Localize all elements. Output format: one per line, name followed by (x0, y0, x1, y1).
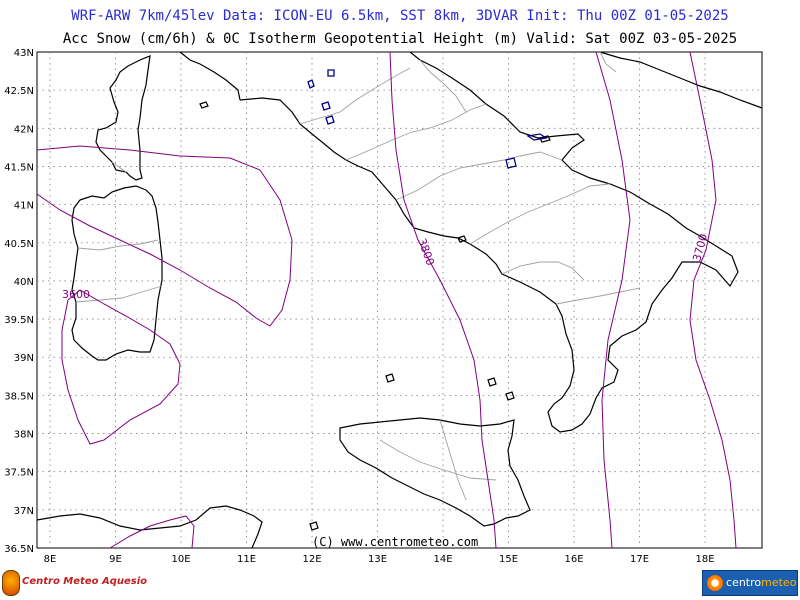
region-borders (75, 51, 641, 501)
centrometeo-logo-icon (707, 575, 723, 591)
lon-label: 18E (695, 554, 714, 565)
italy-west-coast (239, 51, 739, 433)
right-logo: centrometeo (702, 570, 798, 596)
centro-meteo-aquesio-logo-icon (2, 570, 20, 596)
ischia-island (457, 235, 467, 243)
left-logo-text: Centro Meteo Aquesio (22, 576, 147, 587)
contour-label-3700: 3700 (690, 232, 710, 262)
lon-label: 8E (44, 554, 57, 565)
isotherm-contour-north-sardinia (36, 145, 293, 327)
right-logo-text-b: meteo (761, 576, 797, 589)
lat-label: 40.5N (4, 239, 34, 250)
lat-label: 38.5N (4, 391, 34, 402)
lat-label: 41.5N (4, 162, 34, 173)
lon-label: 15E (499, 554, 518, 565)
lat-label: 42N (14, 124, 34, 135)
isotherm-contour-east-2 (689, 51, 737, 549)
contour-label-3800: 3800 (415, 237, 437, 268)
aeolian-island-1 (487, 377, 497, 387)
lon-label: 17E (630, 554, 649, 565)
title-field-info: Acc Snow (cm/6h) & 0C Isotherm Geopotent… (62, 31, 738, 47)
lat-label: 38N (14, 430, 34, 441)
coastlines (36, 51, 763, 549)
isotherm-contours (36, 51, 737, 549)
lat-label: 37N (14, 506, 34, 517)
corsica-coast (95, 55, 151, 181)
africa-coast (36, 505, 263, 549)
lon-label: 13E (368, 554, 387, 565)
lat-label: 39.5N (4, 315, 34, 326)
croatia-coast (599, 51, 763, 109)
title-model-info: WRF-ARW 7km/45lev Data: ICON-EU 6.5km, S… (71, 8, 729, 24)
lat-label: 43N (14, 48, 34, 59)
grid-lines (37, 52, 762, 548)
right-logo-text: centrometeo (726, 576, 796, 589)
lat-label: 37.5N (4, 468, 34, 479)
snow-patch-2 (325, 115, 335, 125)
snow-patch-4 (327, 69, 335, 77)
snow-patch-5 (505, 157, 517, 169)
plot-frame (36, 51, 763, 549)
isotherm-contour-east-1 (595, 51, 631, 549)
snow-patch-6 (526, 133, 548, 141)
lat-label: 42.5N (4, 86, 34, 97)
lat-label: 36.5N (4, 544, 34, 555)
lon-label: 11E (237, 554, 256, 565)
copyright-text: (C) www.centrometeo.com (312, 535, 478, 549)
lon-label: 12E (302, 554, 321, 565)
snow-patch-3 (307, 79, 315, 89)
lon-label: 16E (564, 554, 583, 565)
lon-label: 14E (433, 554, 452, 565)
ligurian-coast (179, 51, 241, 101)
right-logo-text-a: centro (726, 576, 762, 589)
sardinia-coast (71, 185, 163, 361)
ustica-island (385, 373, 395, 383)
elba-island (199, 101, 209, 109)
lon-label: 10E (171, 554, 190, 565)
isotherm-contour-3800 (389, 51, 497, 549)
lon-label: 9E (109, 554, 122, 565)
tremiti-island (539, 135, 551, 143)
latitude-labels: 43N 42.5N 42N 41.5N 41N 40.5N 40N 39.5N 39N 38.5N… (4, 48, 34, 555)
lat-label: 41N (14, 201, 34, 212)
aeolian-island-2 (505, 391, 515, 401)
snow-areas (307, 69, 548, 169)
pantelleria-island (309, 521, 319, 531)
contour-label-3600: 3600 (62, 288, 90, 301)
left-logo: Centro Meteo Aquesio (2, 568, 147, 598)
isotherm-contour-west-sardinia (61, 289, 181, 445)
snow-patch-1 (321, 101, 331, 111)
longitude-labels: 8E 9E 10E 11E 12E 13E 14E 15E 16E 17E 18E (44, 554, 715, 565)
isotherm-contour-south (109, 515, 195, 549)
lat-label: 39N (14, 353, 34, 364)
lat-label: 40N (14, 277, 34, 288)
